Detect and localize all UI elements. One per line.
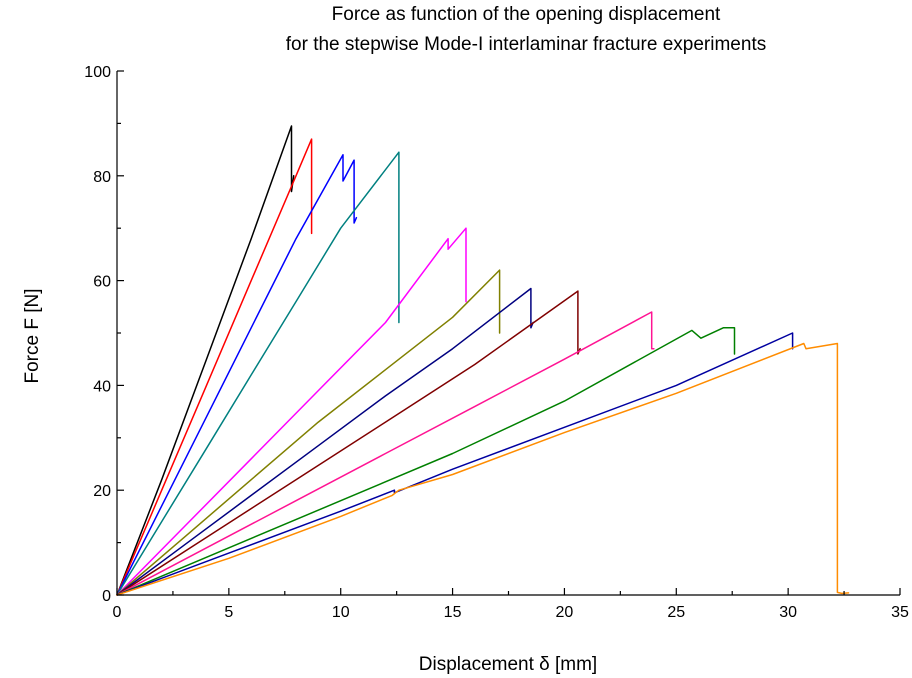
series-line-2 (116, 138, 313, 596)
y-tick-label: 100 (84, 64, 111, 81)
x-tick-label: 10 (332, 604, 350, 621)
y-tick-label: 40 (93, 378, 111, 395)
series-line-1 (116, 125, 295, 596)
series-line-6 (116, 269, 501, 596)
y-tick-label: 20 (93, 483, 111, 500)
series-line-5 (116, 227, 467, 596)
series-line-9 (116, 311, 655, 596)
x-axis-ticks: 0 5 10 15 20 25 30 35 (113, 588, 909, 621)
series-line-8 (116, 290, 581, 596)
x-tick-label: 30 (779, 604, 797, 621)
y-tick-label: 60 (93, 274, 111, 291)
x-tick-label: 20 (556, 604, 574, 621)
y-tick-label: 0 (102, 588, 111, 605)
x-tick-label: 15 (444, 604, 462, 621)
plot-axes (116, 71, 900, 596)
series-line-4 (116, 151, 400, 596)
series-line-3 (116, 154, 358, 596)
x-axis-label: Displacement δ [mm] (419, 654, 597, 675)
y-axis-label: Force F [N] (22, 288, 43, 383)
chart-title-line-1: Force as function of the opening displac… (332, 4, 721, 25)
x-tick-label: 5 (224, 604, 233, 621)
series-line-12 (116, 342, 850, 596)
chart-title-line-2: for the stepwise Mode-I interlaminar fra… (286, 34, 766, 55)
plot-series (116, 125, 850, 596)
series-line-11 (116, 332, 794, 596)
chart-title: Force as function of the opening displac… (286, 4, 766, 55)
series-line-10 (116, 327, 736, 596)
x-tick-label: 0 (113, 604, 122, 621)
y-tick-label: 80 (93, 169, 111, 186)
x-tick-label: 25 (667, 604, 685, 621)
x-tick-label: 35 (891, 604, 909, 621)
series-line-7 (116, 287, 534, 596)
y-axis-ticks: 0 20 40 60 80 100 (84, 64, 124, 605)
